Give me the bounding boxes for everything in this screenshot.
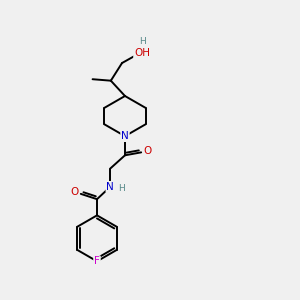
Text: O: O	[143, 146, 152, 156]
Text: H: H	[139, 37, 145, 46]
Text: N: N	[106, 182, 114, 192]
Text: H: H	[118, 184, 125, 193]
Text: OH: OH	[134, 48, 150, 58]
Text: N: N	[121, 131, 129, 141]
Text: F: F	[94, 256, 100, 266]
Text: O: O	[70, 188, 79, 197]
